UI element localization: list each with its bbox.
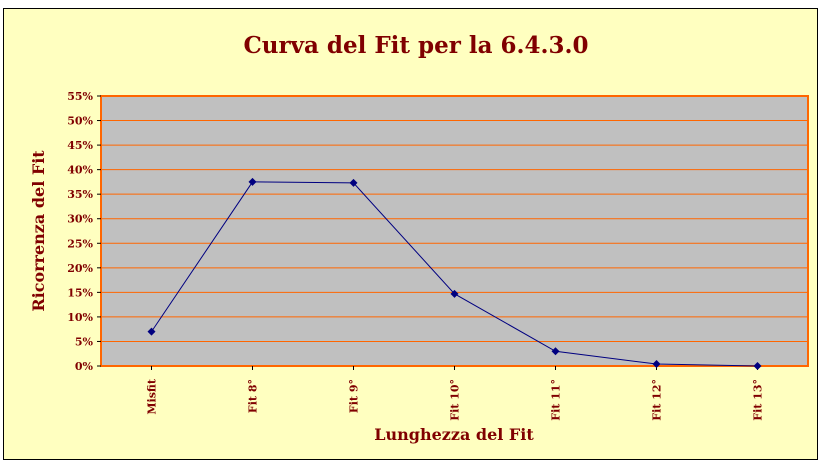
y-tick-label: 55% <box>67 90 93 103</box>
y-tick-label: 0% <box>75 360 94 373</box>
x-tick-label: Fit 12° <box>651 379 664 421</box>
data-point-marker <box>753 362 762 370</box>
y-axis-title: Ricorrenza del Fit <box>29 150 48 312</box>
chart-frame: Curva del Fit per la 6.4.3.0 0% 5% 10% 15% 2… <box>3 8 818 460</box>
data-point-marker <box>551 347 560 356</box>
y-tick-label: 50% <box>67 115 93 128</box>
chart-title: Curva del Fit per la 6.4.3.0 <box>243 32 588 59</box>
series-layer <box>147 177 762 370</box>
x-tick-label: Fit 9° <box>348 379 361 413</box>
x-tick-label: Fit 11° <box>550 379 563 421</box>
y-tick-label: 45% <box>67 139 93 152</box>
y-tick-label: 20% <box>67 262 93 275</box>
y-tick-label: 25% <box>67 237 93 250</box>
x-tick-label: Fit 13° <box>752 379 765 421</box>
x-axis-tick-labels: Misfit Fit 8° Fit 9° Fit 10° Fit 11° Fit 12° F… <box>146 366 765 421</box>
x-tick-label: Fit 10° <box>449 379 462 421</box>
y-tick-label: 30% <box>67 213 93 226</box>
data-point-marker <box>349 178 358 187</box>
data-point-marker <box>652 360 661 369</box>
data-point-marker <box>248 177 257 186</box>
y-axis-tick-labels: 0% 5% 10% 15% 20% 25% 30% 35% 40% 45% 50% 55% <box>67 90 101 373</box>
data-point-marker <box>450 289 459 298</box>
x-tick-label: Fit 8° <box>247 379 260 413</box>
x-axis-title: Lunghezza del Fit <box>374 425 534 444</box>
line-chart: Curva del Fit per la 6.4.3.0 0% 5% 10% 15% 2… <box>29 32 809 444</box>
y-tick-label: 40% <box>67 164 93 177</box>
y-tick-label: 15% <box>67 286 93 299</box>
y-tick-label: 10% <box>67 311 93 324</box>
y-tick-label: 5% <box>75 335 94 348</box>
x-tick-label: Misfit <box>146 378 159 415</box>
plot-area <box>101 96 808 366</box>
gridlines <box>101 120 808 342</box>
data-point-marker <box>147 327 156 336</box>
y-tick-label: 35% <box>67 188 93 201</box>
